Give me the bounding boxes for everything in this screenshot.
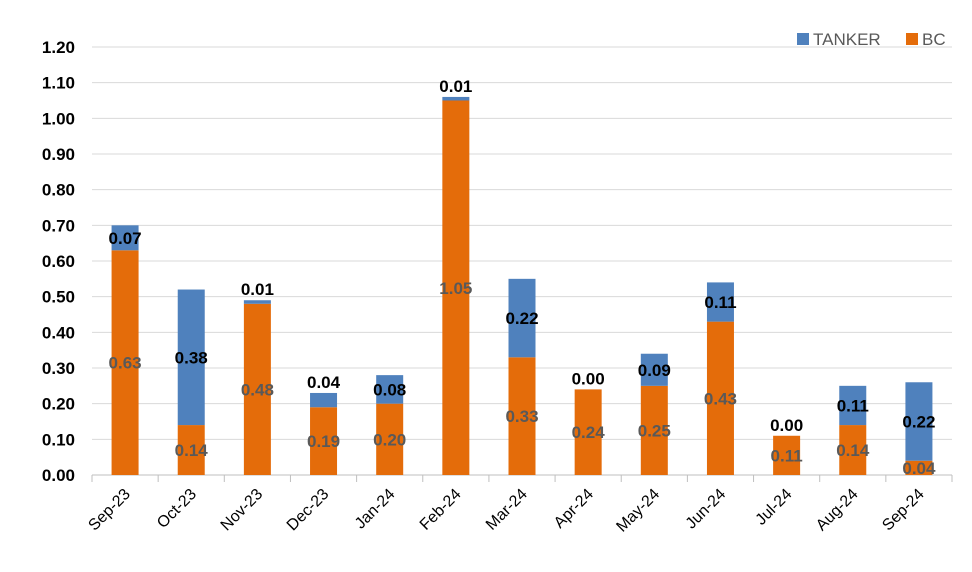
bar-bc <box>243 303 271 475</box>
data-label-bc: 0.04 <box>902 459 936 478</box>
bar-bc <box>706 321 734 475</box>
x-tick-label: Sep-23 <box>85 486 134 535</box>
data-label-tanker: 0.07 <box>109 229 142 248</box>
y-tick-label: 0.60 <box>42 252 75 271</box>
bar-bc <box>111 250 139 475</box>
bar-tanker <box>243 300 271 304</box>
bar-tanker <box>177 289 205 426</box>
x-tick-label: Dec-23 <box>284 486 333 535</box>
legend-label-bc: BC <box>922 30 946 49</box>
bar-bc <box>376 403 404 475</box>
data-label-bc: 0.43 <box>704 389 737 408</box>
data-label-tanker: 0.00 <box>572 369 605 388</box>
y-tick-label: 0.90 <box>42 145 75 164</box>
bar-bc <box>839 425 867 475</box>
data-label-tanker: 0.01 <box>241 280 274 299</box>
y-tick-label: 0.50 <box>42 288 75 307</box>
legend-swatch-tanker <box>797 33 809 45</box>
bar-bc <box>574 389 602 475</box>
y-tick-label: 0.20 <box>42 395 75 414</box>
x-tick-label: May-24 <box>613 486 663 536</box>
x-tick-label: Mar-24 <box>483 486 531 534</box>
y-tick-label: 0.00 <box>42 466 75 485</box>
y-tick-label: 1.20 <box>42 38 75 57</box>
bar-tanker <box>905 382 933 461</box>
bar-tanker <box>839 385 867 426</box>
data-labels: 0.63 0.07 0.14 0.38 0.48 0.01 0.19 0.04 0.20 0.08… <box>109 77 936 478</box>
data-label-tanker: 0.11 <box>837 396 869 415</box>
bar-tanker <box>376 375 404 404</box>
x-tick-label: Sep-24 <box>879 486 928 535</box>
bars <box>111 96 933 475</box>
bar-bc <box>177 425 205 475</box>
y-tick-label: 0.10 <box>42 430 75 449</box>
x-tick-label: Jan-24 <box>352 486 399 533</box>
data-label-tanker: 0.22 <box>505 309 538 328</box>
bar-tanker <box>442 96 470 101</box>
data-label-bc: 0.25 <box>638 421 671 440</box>
y-tick-label: 0.70 <box>42 216 75 235</box>
bar-tanker <box>706 282 734 322</box>
legend-label-tanker: TANKER <box>813 30 881 49</box>
bar-bc <box>640 385 668 475</box>
data-label-bc: 0.24 <box>572 423 606 442</box>
data-label-bc: 0.14 <box>836 441 870 460</box>
bar-bc <box>773 435 801 475</box>
bar-bc <box>442 100 470 475</box>
y-tick-label: 0.40 <box>42 323 75 342</box>
bar-tanker <box>111 225 139 251</box>
bar-tanker <box>508 278 536 358</box>
x-tick-label: Apr-24 <box>551 486 597 532</box>
bar-bc <box>508 357 536 475</box>
data-label-bc: 0.33 <box>505 407 538 426</box>
x-tick-label: Jun-24 <box>683 486 730 533</box>
y-tick-label: 1.10 <box>42 74 75 93</box>
data-label-tanker: 0.00 <box>770 416 803 435</box>
data-label-bc: 0.20 <box>373 430 406 449</box>
legend: TANKER BC <box>797 30 946 49</box>
x-tick-label: Nov-23 <box>218 486 267 535</box>
data-label-bc: 0.63 <box>109 354 142 373</box>
bar-bc <box>905 460 933 475</box>
x-tick-label: Oct-23 <box>154 486 200 532</box>
data-label-bc: 1.05 <box>439 279 472 298</box>
data-label-bc: 0.11 <box>771 446 803 465</box>
bar-tanker <box>640 353 668 386</box>
data-label-tanker: 0.09 <box>638 361 671 380</box>
data-label-tanker: 0.38 <box>175 348 208 367</box>
bar-bc <box>310 407 338 475</box>
legend-swatch-bc <box>906 33 918 45</box>
data-label-tanker: 0.11 <box>704 293 736 312</box>
data-label-bc: 0.19 <box>307 432 340 451</box>
data-label-tanker: 0.01 <box>439 77 472 96</box>
data-label-tanker: 0.04 <box>307 373 341 392</box>
data-label-tanker: 0.08 <box>373 380 406 399</box>
data-label-tanker: 0.22 <box>902 413 935 432</box>
data-label-bc: 0.48 <box>241 380 274 399</box>
y-tick-label: 0.80 <box>42 181 75 200</box>
x-tick-label: Feb-24 <box>417 486 465 534</box>
x-tick-label: Aug-24 <box>813 486 862 535</box>
x-tick-label: Jul-24 <box>753 486 796 529</box>
data-label-bc: 0.14 <box>175 441 209 460</box>
bar-tanker <box>310 392 338 408</box>
y-tick-label: 1.00 <box>42 109 75 128</box>
y-tick-label: 0.30 <box>42 359 75 378</box>
